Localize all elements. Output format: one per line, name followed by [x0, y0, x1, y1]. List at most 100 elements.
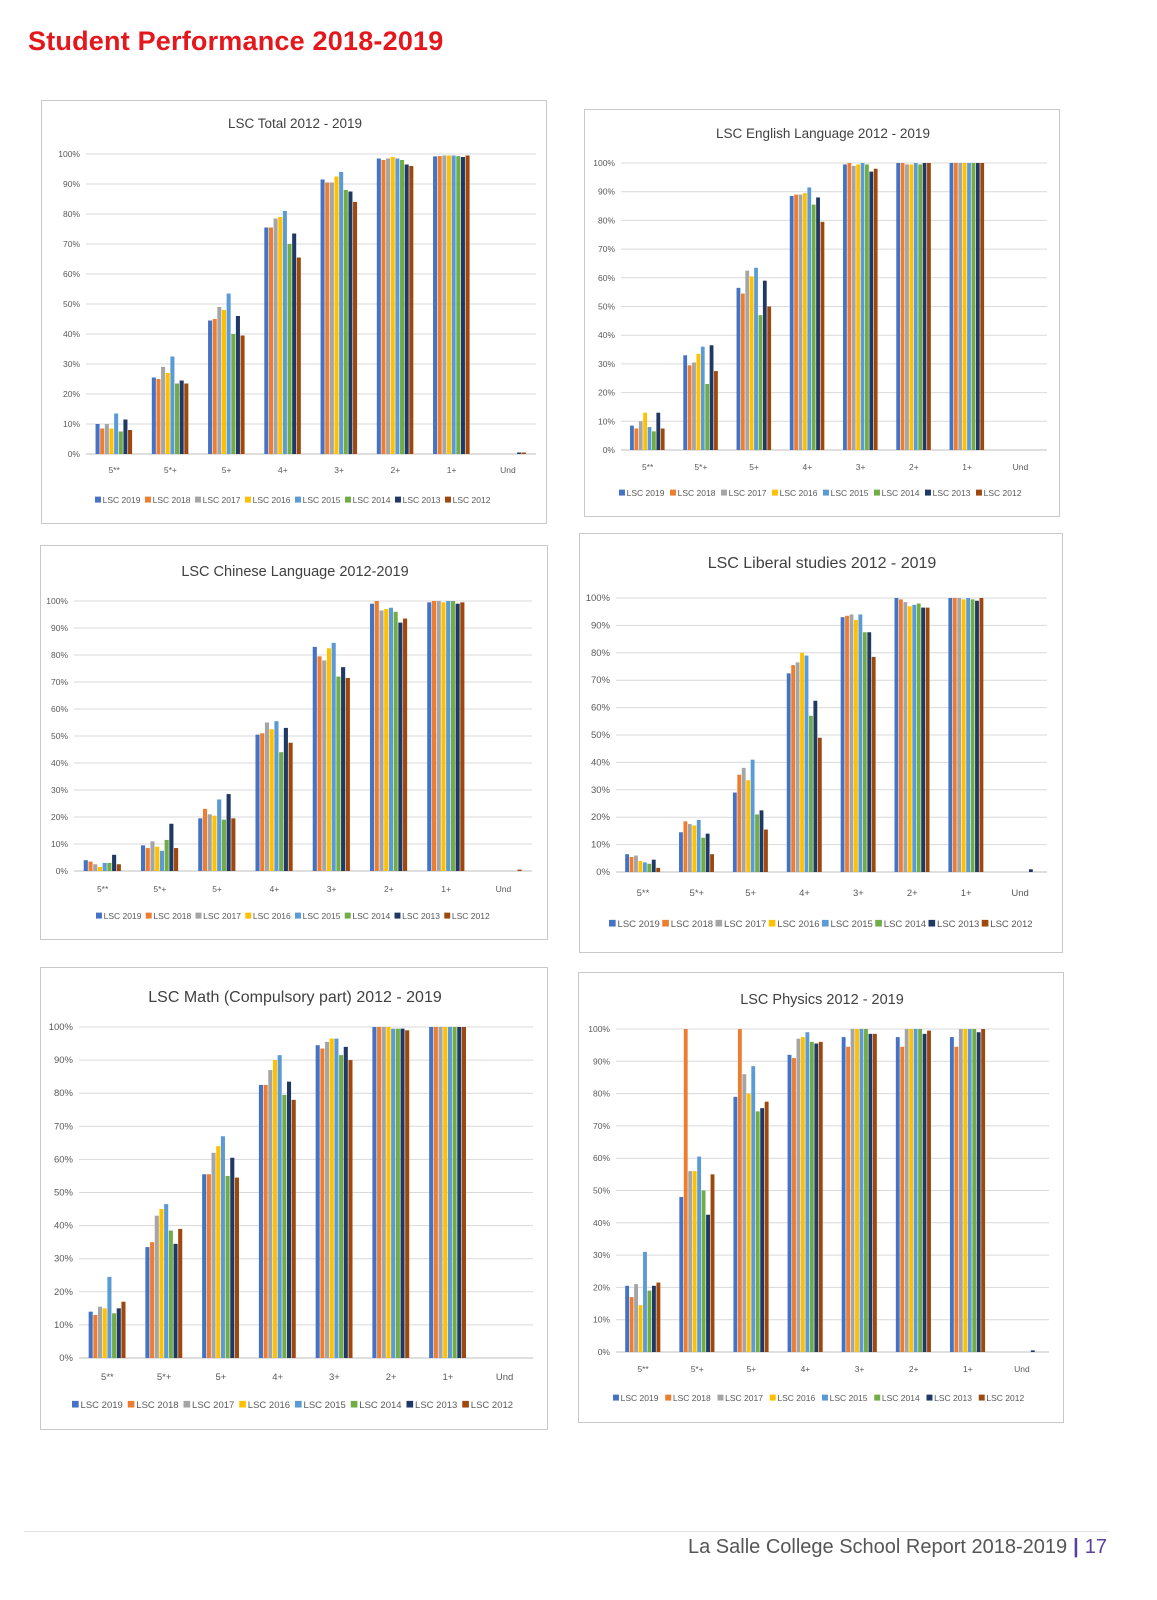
x-tick-label: 5*+: [690, 888, 705, 899]
bar-lsc-2014: [701, 837, 706, 872]
x-tick-label: 3+: [334, 465, 344, 475]
bar-lsc-2014: [279, 752, 284, 871]
bar-lsc-2018: [433, 1027, 438, 1358]
bar-lsc-2019: [88, 1311, 93, 1358]
bar-lsc-2015: [388, 607, 393, 871]
bar-lsc-2013: [404, 164, 409, 454]
bar-lsc-2015: [451, 155, 456, 454]
bar-lsc-2013: [921, 607, 926, 872]
bar-lsc-2017: [98, 1306, 103, 1358]
y-tick-label: 70%: [51, 677, 68, 687]
bar-lsc-2012: [656, 867, 661, 872]
y-tick-label: 10%: [593, 1315, 610, 1325]
legend-label: LSC 2012: [471, 1400, 513, 1411]
bar-lsc-2019: [895, 1037, 900, 1352]
y-tick-label: 40%: [54, 1221, 74, 1232]
bar-lsc-2012: [517, 869, 522, 871]
legend-label: LSC 2015: [830, 1393, 868, 1403]
bar-lsc-2018: [100, 428, 105, 454]
y-tick-label: 10%: [51, 839, 68, 849]
y-tick-label: 100%: [58, 149, 80, 159]
bar-lsc-2019: [202, 1174, 207, 1358]
bar-lsc-2017: [958, 163, 963, 450]
legend-swatch: [295, 496, 301, 503]
y-tick-label: 20%: [63, 389, 80, 399]
bar-lsc-2018: [260, 733, 265, 871]
bar-lsc-2016: [909, 1029, 914, 1352]
y-tick-label: 80%: [598, 215, 615, 225]
legend-swatch: [928, 919, 936, 927]
y-tick-label: 60%: [51, 704, 68, 714]
chart-title: LSC Math (Compulsory part) 2012 - 2019: [148, 989, 442, 1006]
bar-lsc-2014: [221, 819, 226, 871]
x-tick-label: Und: [496, 1372, 513, 1383]
bar-lsc-2017: [745, 270, 750, 451]
footer-separator: |: [1073, 1536, 1079, 1558]
legend-swatch: [925, 489, 931, 496]
legend-swatch: [822, 919, 829, 927]
bar-lsc-2014: [175, 383, 180, 454]
bar-lsc-2012: [871, 656, 876, 872]
y-tick-label: 0%: [603, 445, 616, 455]
bar-lsc-2018: [374, 601, 379, 871]
bar-lsc-2015: [395, 158, 400, 454]
legend-label: LSC 2017: [729, 488, 767, 498]
bar-lsc-2018: [740, 293, 745, 450]
bar-lsc-2012: [240, 335, 245, 454]
bar-lsc-2016: [746, 780, 751, 872]
bar-lsc-2013: [400, 1028, 405, 1358]
bar-lsc-2016: [109, 428, 114, 454]
bar-lsc-2015: [697, 1156, 702, 1352]
bar-lsc-2013: [759, 810, 764, 872]
bar-lsc-2018: [629, 856, 634, 872]
bar-lsc-2013: [1030, 1350, 1035, 1352]
bar-lsc-2019: [429, 1027, 434, 1358]
bar-lsc-2017: [386, 158, 391, 454]
legend-label: LSC 2014: [884, 919, 926, 930]
chart-english: LSC English Language 2012 - 2019 0% 10% 20%…: [584, 109, 1060, 517]
x-tick-label: 5+: [222, 465, 232, 475]
x-tick-label: 1+: [441, 884, 451, 894]
bar-lsc-2014: [400, 160, 405, 454]
bar-lsc-2018: [952, 598, 957, 872]
bar-lsc-2016: [909, 164, 914, 450]
bar-lsc-2017: [322, 660, 327, 871]
bar-lsc-2016: [386, 1027, 391, 1358]
legend-swatch: [976, 489, 982, 496]
bar-lsc-2017: [273, 218, 278, 454]
x-tick-label: 5*+: [153, 884, 166, 894]
bar-lsc-2015: [696, 819, 701, 872]
bar-lsc-2015: [805, 1032, 810, 1352]
legend-swatch: [344, 912, 351, 919]
legend-swatch: [769, 1394, 776, 1401]
bar-lsc-2016: [963, 1029, 968, 1352]
x-tick-label: 5**: [642, 462, 654, 472]
y-tick-label: 10%: [63, 419, 80, 429]
chart-math-plot: LSC Math (Compulsory part) 2012 - 2019 0%…: [49, 989, 533, 1411]
legend-swatch: [926, 1394, 933, 1401]
bar-lsc-2017: [325, 1041, 330, 1358]
bar-lsc-2018: [437, 156, 442, 454]
chart-title: LSC Total 2012 - 2019: [228, 116, 362, 131]
bar-lsc-2015: [107, 1276, 112, 1358]
x-tick-label: 5**: [637, 1364, 649, 1374]
bar-lsc-2018: [263, 1084, 268, 1358]
bar-lsc-2018: [268, 227, 273, 454]
bar-lsc-2013: [226, 794, 231, 871]
bar-lsc-2019: [208, 320, 213, 454]
bar-lsc-2012: [817, 737, 822, 872]
x-tick-label: 5*+: [691, 1364, 704, 1374]
y-tick-label: 60%: [54, 1154, 74, 1165]
y-tick-label: 0%: [59, 1353, 73, 1364]
bar-lsc-2012: [461, 1027, 466, 1358]
x-tick-label: 5+: [746, 1364, 756, 1374]
legend-label: LSC 2013: [403, 495, 441, 505]
x-tick-label: 3+: [853, 888, 864, 899]
bar-lsc-2012: [128, 430, 133, 454]
bar-lsc-2014: [282, 1094, 287, 1358]
y-tick-label: 80%: [54, 1088, 74, 1099]
footer: La Salle College School Report 2018-2019…: [688, 1536, 1107, 1559]
legend-label: LSC 2019: [618, 919, 660, 930]
bar-lsc-2013: [975, 163, 980, 450]
bar-lsc-2018: [954, 1046, 959, 1352]
